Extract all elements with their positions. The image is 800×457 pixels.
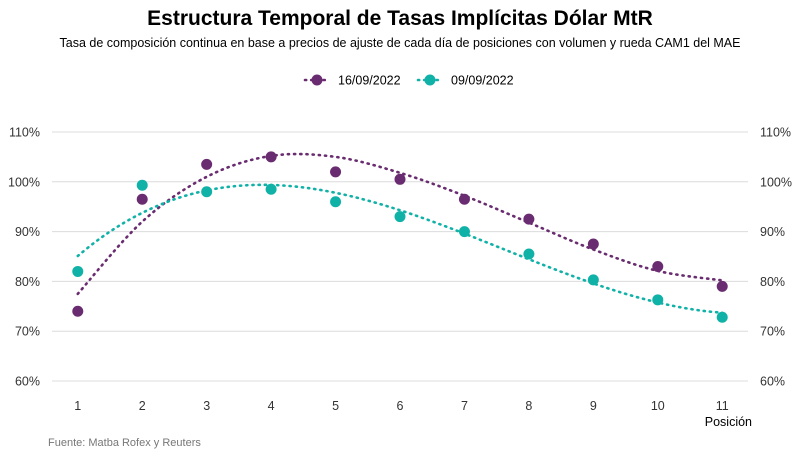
- data-point-series-1: [716, 280, 728, 292]
- y-tick-label-right: 90%: [760, 225, 785, 239]
- y-tick-label-left: 80%: [15, 275, 40, 289]
- data-point-series-1: [394, 173, 406, 185]
- data-point-series-2: [330, 196, 342, 208]
- x-tick-label: 5: [332, 399, 339, 413]
- data-point-series-1: [523, 213, 535, 225]
- y-tick-label-left: 110%: [9, 126, 40, 140]
- data-point-series-1: [136, 193, 148, 205]
- gridlines: [52, 131, 748, 382]
- y-tick-label-right: 60%: [760, 375, 785, 389]
- y-axis-left: 60% 70% 80% 90% 100% 110%: [8, 126, 40, 389]
- data-point-series-2: [265, 183, 277, 195]
- x-tick-label: 1: [74, 399, 81, 413]
- x-tick-label: 4: [268, 399, 275, 413]
- y-tick-label-left: 70%: [15, 325, 40, 339]
- trend-line-series-2: [76, 183, 724, 315]
- source-note: Fuente: Matba Rofex y Reuters: [48, 437, 201, 449]
- legend-label-2: 09/09/2022: [451, 74, 514, 88]
- legend-label-1: 16/09/2022: [338, 74, 401, 88]
- legend-swatch-marker-2: [424, 74, 436, 86]
- data-point-series-2: [716, 311, 728, 323]
- data-point-series-1: [265, 151, 277, 163]
- data-points: [72, 151, 728, 323]
- x-tick-label: 7: [461, 399, 468, 413]
- trend-lines: [76, 152, 724, 315]
- data-point-series-1: [72, 305, 84, 317]
- data-point-series-2: [458, 226, 470, 238]
- data-point-series-1: [330, 166, 342, 178]
- data-point-series-2: [72, 265, 84, 277]
- legend: 16/09/2022 09/09/2022: [303, 74, 514, 88]
- legend-swatch-marker-1: [311, 74, 323, 86]
- x-tick-label: 9: [590, 399, 597, 413]
- trend-line-series-1: [76, 152, 724, 296]
- x-tick-label: 3: [203, 399, 210, 413]
- chart-title: Estructura Temporal de Tasas Implícitas …: [147, 7, 653, 30]
- x-axis-label: Posición: [705, 415, 752, 429]
- y-tick-label-left: 100%: [8, 175, 40, 189]
- data-point-series-2: [201, 186, 213, 198]
- y-tick-label-right: 100%: [760, 175, 792, 189]
- data-point-series-2: [587, 274, 599, 286]
- data-point-series-2: [652, 294, 664, 306]
- x-tick-label: 8: [525, 399, 532, 413]
- y-tick-label-left: 90%: [15, 225, 40, 239]
- data-point-series-2: [394, 211, 406, 223]
- y-tick-label-right: 110%: [760, 126, 791, 140]
- data-point-series-1: [458, 193, 470, 205]
- data-point-series-1: [587, 238, 599, 250]
- x-tick-label: 11: [716, 399, 729, 413]
- data-point-series-1: [652, 260, 664, 272]
- y-tick-label-left: 60%: [15, 375, 40, 389]
- x-tick-label: 2: [139, 399, 146, 413]
- data-point-series-2: [523, 248, 535, 260]
- y-axis-right: 60% 70% 80% 90% 100% 110%: [760, 126, 792, 389]
- x-tick-label: 6: [397, 399, 404, 413]
- x-tick-label: 10: [651, 399, 665, 413]
- data-point-series-2: [136, 179, 148, 191]
- chart-subtitle: Tasa de composición continua en base a p…: [60, 36, 741, 50]
- x-axis: 1 2 3 4 5 6 7 8 9 10 11: [74, 399, 728, 413]
- y-tick-label-right: 80%: [760, 275, 785, 289]
- data-point-series-1: [201, 158, 213, 170]
- y-tick-label-right: 70%: [760, 325, 785, 339]
